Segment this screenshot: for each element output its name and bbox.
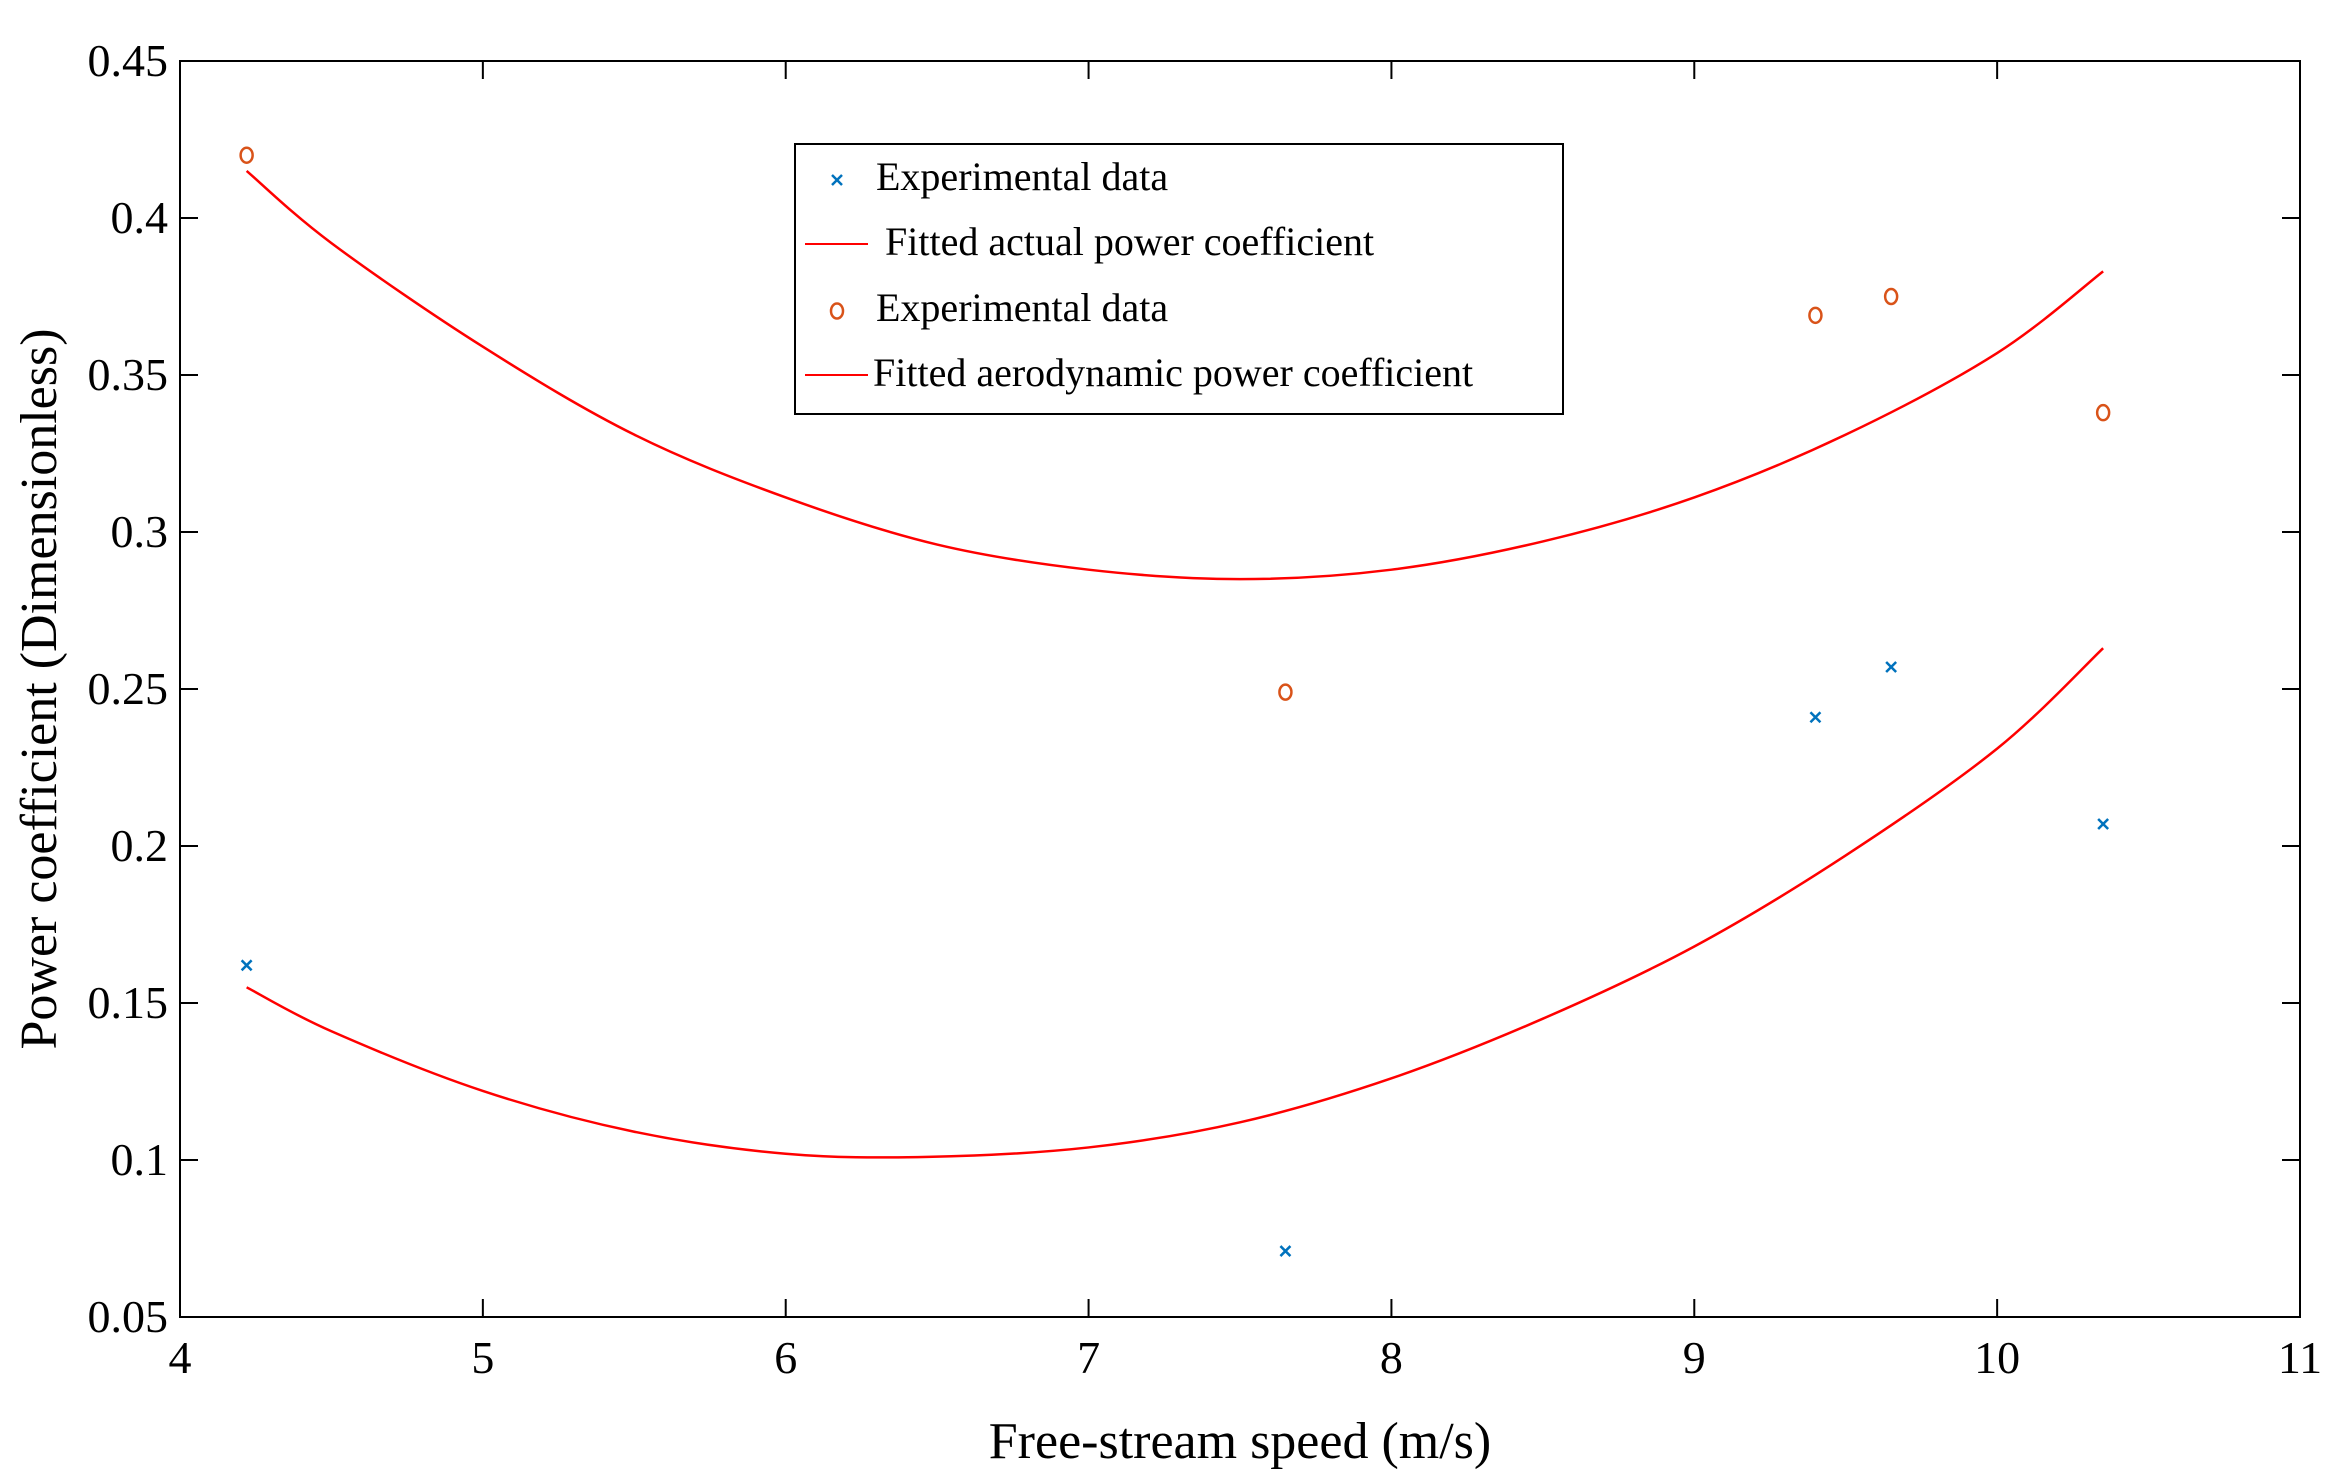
legend-label-fitted-aero: Fitted aerodynamic power coefficient bbox=[873, 350, 1473, 395]
legend-label-experimental-actual: Experimental data bbox=[876, 154, 1168, 199]
y-tick-label: 0.25 bbox=[88, 663, 169, 714]
data-point-x bbox=[240, 959, 253, 972]
series-line-1 bbox=[246, 647, 2105, 1159]
x-tick-label: 4 bbox=[169, 1332, 192, 1383]
y-tick-label: 0.1 bbox=[111, 1134, 169, 1185]
data-point-o bbox=[2095, 403, 2111, 422]
y-tick-label: 0.45 bbox=[88, 35, 169, 86]
legend: Experimental data Fitted actual power co… bbox=[794, 143, 1564, 415]
legend-marker-x bbox=[831, 174, 843, 186]
data-point-o bbox=[1278, 683, 1293, 701]
x-tick-label: 6 bbox=[774, 1332, 797, 1383]
y-tick-label: 0.35 bbox=[88, 349, 169, 400]
data-point-x bbox=[2097, 818, 2110, 830]
y-tick-label: 0.05 bbox=[88, 1291, 169, 1342]
x-tick-label: 9 bbox=[1683, 1332, 1706, 1383]
data-point-x bbox=[1279, 1245, 1292, 1257]
legend-box bbox=[794, 143, 1564, 415]
legend-marker-o bbox=[829, 302, 845, 320]
data-point-x bbox=[1885, 661, 1898, 673]
data-point-x bbox=[1809, 711, 1822, 724]
x-tick-label: 8 bbox=[1380, 1332, 1403, 1383]
data-point-o bbox=[239, 146, 254, 164]
axis-ticks bbox=[179, 60, 2301, 1318]
legend-x-glyph bbox=[831, 174, 843, 186]
legend-label-fitted-actual: Fitted actual power coefficient bbox=[885, 219, 1374, 264]
x-tick-label: 7 bbox=[1077, 1332, 1100, 1383]
series-line-3 bbox=[245, 169, 2104, 581]
x-tick-label: 5 bbox=[471, 1332, 494, 1383]
y-tick-labels: 0.05 0.1 0.15 0.2 0.25 0.3 0.35 0.4 0.45 bbox=[88, 35, 169, 1342]
x-tick-labels: 4 5 6 7 8 9 10 11 bbox=[169, 1332, 2323, 1383]
y-tick-label: 0.15 bbox=[88, 977, 169, 1028]
x-tick-label: 10 bbox=[1974, 1332, 2020, 1383]
y-tick-label: 0.3 bbox=[111, 506, 169, 557]
data-point-o bbox=[1808, 306, 1823, 325]
y-tick-label: 0.4 bbox=[111, 192, 169, 243]
x-tick-label: 11 bbox=[2278, 1332, 2322, 1383]
legend-label-experimental-aero: Experimental data bbox=[876, 285, 1168, 330]
x-axis-title: Free-stream speed (m/s) bbox=[989, 1413, 1491, 1470]
y-tick-label: 0.2 bbox=[111, 820, 169, 871]
series-layer bbox=[239, 146, 2111, 1257]
data-point-o bbox=[1883, 287, 1899, 306]
y-axis-title: Power coefficient (Dimensionless) bbox=[11, 328, 68, 1049]
legend-o-glyph bbox=[829, 302, 845, 320]
